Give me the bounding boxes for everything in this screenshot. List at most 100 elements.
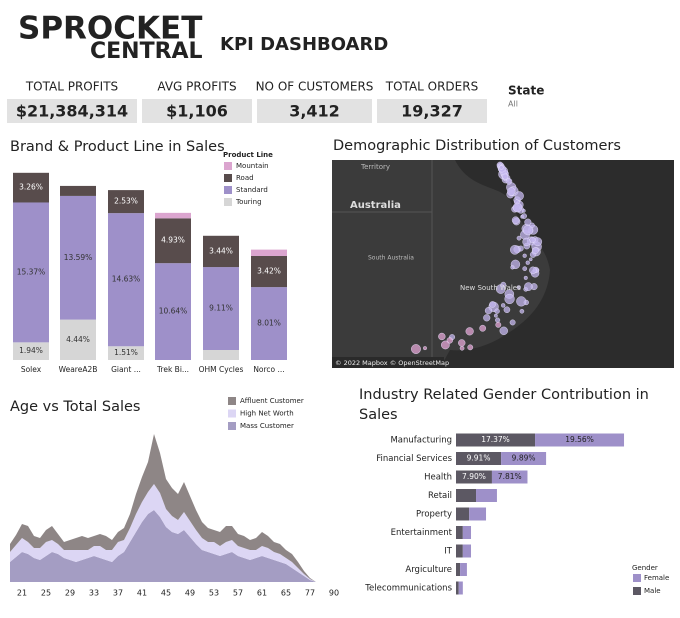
map-point	[411, 344, 421, 354]
kpi-value: $1,106	[166, 102, 228, 121]
map-point	[516, 296, 527, 307]
y-tick-label: IT	[444, 547, 453, 557]
bar-segment	[108, 213, 144, 347]
x-tick-label: Solex	[21, 365, 42, 374]
y-tick-label: Manufacturing	[390, 436, 452, 446]
bar-segment	[155, 212, 191, 219]
kpi-label: NO OF CUSTOMERS	[256, 80, 374, 94]
bar-segment	[456, 470, 492, 484]
data-label: 7.90%	[462, 472, 486, 481]
map-point	[524, 218, 532, 226]
x-tick-label: 90	[329, 589, 339, 598]
legend-swatch	[633, 587, 641, 595]
map-label: Australia	[350, 200, 401, 211]
x-tick-label: Trek Bi...	[156, 365, 189, 374]
map-point	[511, 216, 520, 225]
map-point	[522, 266, 528, 271]
map-point	[438, 332, 446, 341]
map-point	[501, 303, 506, 308]
x-tick-label: 41	[137, 589, 147, 598]
y-tick-label: Property	[416, 510, 452, 520]
map-point	[521, 213, 527, 219]
data-label: 17.37%	[481, 435, 510, 444]
data-label: 7.81%	[498, 472, 522, 481]
legend-title: Product Line	[223, 151, 273, 159]
data-label: 4.44%	[66, 335, 90, 344]
map-point	[446, 337, 453, 344]
legend-label: Affluent Customer	[240, 397, 304, 405]
x-tick-label: Norco ...	[253, 365, 284, 374]
map-point	[529, 266, 537, 275]
y-tick-label: Telecommunications	[364, 584, 452, 594]
map-point	[441, 340, 450, 350]
data-label: 9.11%	[209, 304, 233, 313]
filter-label: State	[508, 84, 544, 98]
map-point	[516, 235, 522, 241]
legend-label: Mountain	[236, 162, 269, 170]
legend-swatch	[228, 397, 236, 405]
data-label: 9.91%	[467, 454, 491, 463]
bar-segment	[155, 263, 191, 360]
map-sea	[440, 160, 674, 368]
bar-segment	[60, 185, 96, 196]
map-point	[519, 308, 525, 314]
map-credit-bg	[332, 357, 444, 368]
bar-segment	[476, 489, 497, 502]
y-tick-label: Financial Services	[376, 454, 452, 464]
map-point	[507, 187, 516, 196]
map-point	[499, 165, 504, 170]
area	[10, 434, 340, 582]
map-label: South Australia	[368, 255, 414, 262]
bar-segment	[456, 489, 477, 502]
bar-segment	[251, 255, 287, 288]
legend-label: Female	[644, 574, 669, 582]
legend-label: Road	[236, 174, 254, 182]
legend-label: Male	[644, 587, 661, 595]
map-point	[528, 257, 533, 262]
x-tick-label: 29	[65, 589, 75, 598]
legend-label: High Net Worth	[240, 410, 294, 418]
kpi-label: TOTAL PROFITS	[25, 80, 118, 94]
bar-segment	[13, 342, 49, 360]
map-title: Demographic Distribution of Customers	[333, 138, 621, 154]
data-label: 19.56%	[565, 435, 594, 444]
logo-bottom: CENTRAL	[90, 39, 203, 64]
kpi-label: AVG PROFITS	[157, 80, 236, 94]
data-label: 10.64%	[159, 307, 188, 316]
data-label: 3.26%	[19, 183, 43, 192]
bar-segment	[203, 267, 239, 350]
data-label: 13.59%	[64, 253, 93, 262]
x-tick-label: 57	[233, 589, 243, 598]
legend-swatch	[228, 422, 236, 430]
kpi-box	[142, 99, 252, 123]
bar-segment	[251, 287, 287, 360]
bar-segment	[203, 349, 239, 360]
bar-segment	[456, 507, 470, 521]
data-label: 3.44%	[209, 246, 233, 255]
map-point	[523, 275, 528, 280]
bar-segment	[501, 452, 547, 465]
y-tick-label: Argiculture	[405, 565, 452, 575]
map-point	[504, 293, 515, 305]
chart-title: Age vs Total Sales	[10, 399, 140, 415]
legend-title: Gender	[632, 564, 658, 572]
legend-swatch	[633, 574, 641, 582]
legend-swatch	[224, 174, 232, 182]
bar-segment	[13, 202, 49, 343]
filter-value[interactable]: All	[508, 100, 518, 109]
legend-swatch	[228, 409, 236, 418]
x-tick-label: WeareA2B	[59, 365, 98, 374]
kpi-box	[257, 99, 372, 123]
x-tick-label: 61	[257, 589, 267, 598]
x-tick-label: 21	[17, 589, 27, 598]
map-point	[493, 313, 498, 318]
map-points	[411, 161, 543, 354]
data-label: 8.01%	[257, 319, 281, 328]
kpi-label: TOTAL ORDERS	[385, 80, 478, 94]
legend-swatch	[224, 162, 232, 170]
legend-label: Mass Customer	[240, 422, 294, 430]
bar-segment	[491, 470, 528, 484]
map-point	[495, 284, 506, 294]
bar-segment	[462, 526, 472, 539]
